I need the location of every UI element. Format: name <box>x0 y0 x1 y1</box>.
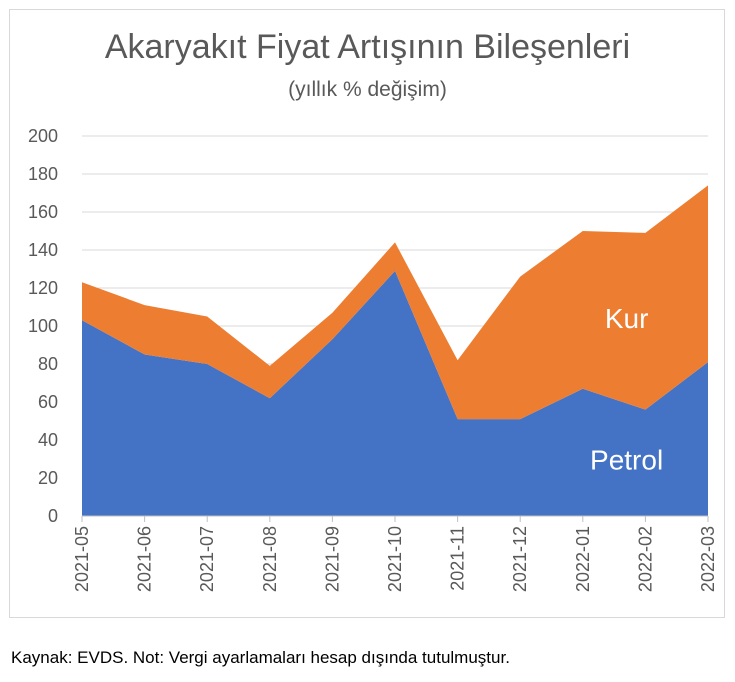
series-labels: Petrol Kur <box>590 303 663 476</box>
x-tick-label: 2022-02 <box>635 526 655 592</box>
y-tick-label: 0 <box>48 506 58 526</box>
stacked-areas <box>82 185 708 516</box>
x-tick-label: 2021-05 <box>72 526 92 592</box>
x-axis: 2021-05 2021-06 2021-07 2021-08 2021-09 2021-… <box>72 515 718 592</box>
y-tick-label: 20 <box>38 468 58 488</box>
chart-subtitle: (yıllık % değişim) <box>288 78 447 101</box>
series-label-petrol: Petrol <box>590 445 663 476</box>
y-tick-label: 80 <box>38 354 58 374</box>
y-tick-label: 140 <box>28 240 58 260</box>
x-tick-label: 2021-09 <box>322 526 342 592</box>
x-tick-label: 2021-11 <box>448 526 468 591</box>
y-tick-label: 120 <box>28 278 58 298</box>
x-tick-label: 2021-07 <box>197 526 217 592</box>
area-petrol <box>82 270 708 516</box>
series-label-kur: Kur <box>605 303 649 334</box>
x-tick-label: 2022-01 <box>573 526 593 592</box>
x-tick-label: 2021-06 <box>135 526 155 592</box>
source-caption: Kaynak: EVDS. Not: Vergi ayarlamaları he… <box>11 648 510 667</box>
y-tick-label: 180 <box>28 164 58 184</box>
x-tick-label: 2021-10 <box>385 526 405 592</box>
chart-frame <box>9 9 725 618</box>
area-kur <box>82 185 708 420</box>
y-tick-label: 160 <box>28 202 58 222</box>
y-tick-label: 200 <box>28 126 58 146</box>
y-axis: 0 20 40 60 80 100 120 140 160 180 200 <box>28 126 58 526</box>
x-tick-label: 2021-12 <box>510 526 530 592</box>
x-tick-label: 2021-08 <box>260 526 280 592</box>
x-tick-label: 2022-03 <box>698 526 718 592</box>
chart-title: Akaryakıt Fiyat Artışının Bileşenleri <box>104 28 631 66</box>
y-tick-label: 100 <box>28 316 58 336</box>
y-tick-label: 40 <box>38 430 58 450</box>
y-tick-label: 60 <box>38 392 58 412</box>
